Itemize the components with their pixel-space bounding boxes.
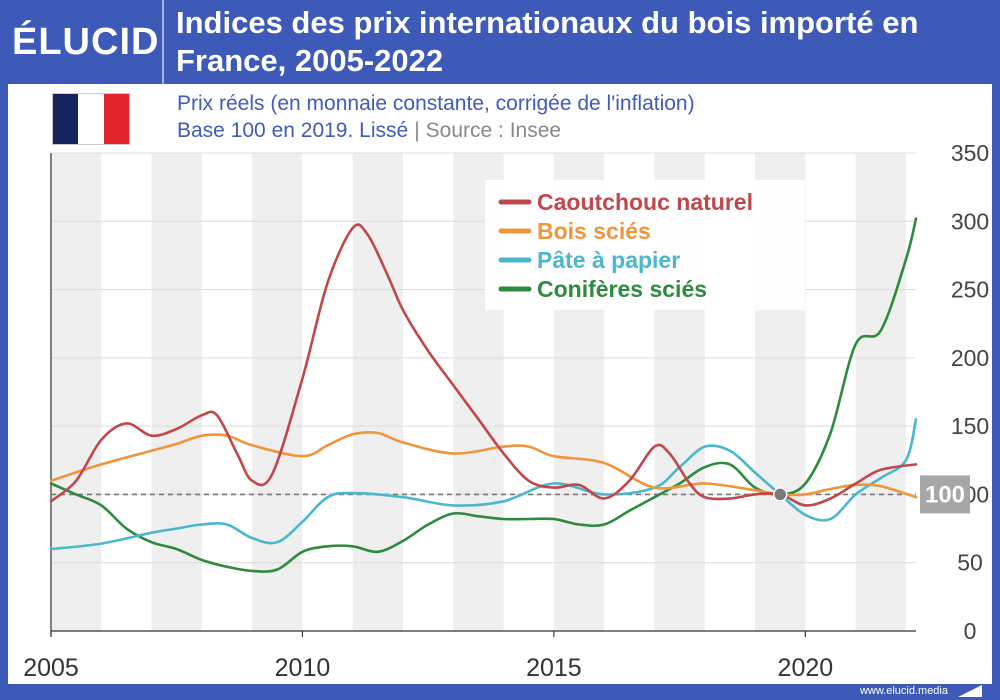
year-band (151, 153, 202, 631)
brand-logo: ÉLUCID (12, 21, 160, 63)
year-band (51, 153, 102, 631)
x-tick-label-2010: 2010 (275, 654, 331, 682)
footer-url: www.elucid.media (859, 685, 948, 697)
subtitle: Prix réels (en monnaie constante, corrig… (177, 90, 695, 144)
series-lines (49, 217, 918, 573)
elucid-mark-icon (958, 685, 982, 697)
series-line-pate (49, 418, 918, 551)
year-band (855, 153, 906, 631)
y-tick-label-50: 50 (957, 550, 983, 576)
x-tick-label-2005: 2005 (23, 654, 79, 682)
reference-badge (920, 475, 970, 514)
legend: Caoutchouc naturel Bois sciés Pâte à papie… (485, 180, 805, 310)
y-tick-label-350: 350 (951, 140, 989, 166)
series-line-caoutchouc (49, 223, 918, 507)
x-tick-label-2015: 2015 (526, 654, 582, 682)
subtitle-source: Source : Insee (425, 119, 562, 142)
subtitle-line-2: Base 100 en 2019. Lissé | Source : Insee (177, 117, 695, 144)
chart-title: Indices des prix internationaux du bois … (176, 5, 919, 78)
series-line-coniferes (49, 217, 918, 573)
legend-label-bois: Bois sciés (537, 218, 651, 244)
legend-box (485, 180, 805, 310)
reference-label: 100 (925, 481, 965, 508)
grid-lines (50, 152, 916, 635)
y-tick-label-200: 200 (951, 345, 989, 371)
subtitle-separator: | (414, 119, 420, 142)
y-tick-label-300: 300 (951, 208, 989, 234)
y-tick-label-0: 0 (964, 618, 977, 644)
legend-label-pate: Pâte à papier (537, 247, 680, 273)
header: ÉLUCID Indices des prix internationaux d… (0, 0, 1000, 84)
x-tick-label-2020: 2020 (778, 654, 834, 682)
header-divider (162, 0, 164, 84)
y-tick-label-250: 250 (951, 277, 989, 303)
france-flag-icon (52, 93, 130, 145)
subtitle-base: Base 100 en 2019. Lissé (177, 119, 409, 142)
subtitle-line-1: Prix réels (en monnaie constante, corrig… (177, 92, 695, 115)
base-year-point (772, 487, 788, 502)
y-axis: 050100150200250300350100 (920, 140, 989, 644)
y-tick-label-150: 150 (951, 413, 989, 439)
legend-label-caoutchouc: Caoutchouc naturel (537, 189, 753, 215)
legend-label-coniferes: Conifères sciés (537, 276, 707, 302)
year-band (252, 153, 303, 631)
series-line-bois (49, 430, 918, 499)
x-axis: 2005 2010 2015 2020 (23, 631, 833, 682)
